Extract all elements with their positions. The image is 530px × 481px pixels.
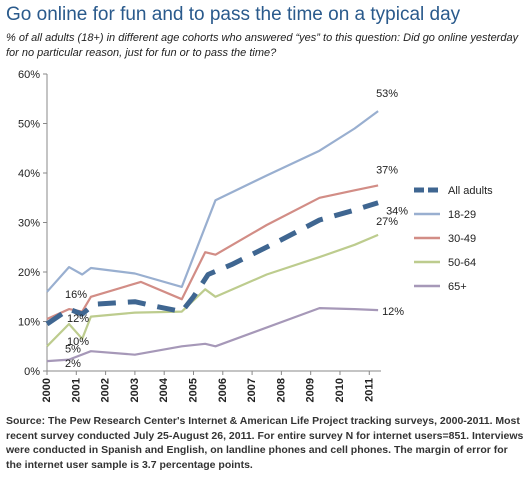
start-value-label: 2% [65, 358, 81, 370]
chart-title: Go online for fun and to pass the time o… [6, 4, 461, 25]
x-tick-label: 2004 [158, 377, 170, 402]
x-tick-label: 2006 [217, 378, 229, 402]
start-value-label: 12% [67, 313, 89, 325]
x-tick-label: 2005 [187, 378, 199, 402]
source-note: Source: The Pew Research Center's Intern… [6, 415, 524, 471]
end-value-label: 37% [376, 164, 398, 176]
end-value-label: 27% [376, 216, 398, 228]
y-tick-label: 50% [18, 119, 40, 131]
start-value-label: 16% [65, 289, 87, 301]
end-value-label: 34% [386, 206, 408, 218]
x-tick-label: 2002 [100, 378, 112, 402]
series-lines [45, 110, 379, 363]
x-tick-label: 2000 [41, 378, 53, 402]
legend-label: 30-49 [448, 233, 476, 245]
x-tick-label: 2009 [305, 378, 317, 402]
start-value-label: 5% [65, 343, 81, 355]
x-tick-label: 2010 [334, 378, 346, 402]
series-line-all-adults [45, 200, 379, 327]
legend-label: 50-64 [448, 257, 476, 269]
series-line-50-64 [46, 233, 379, 348]
legend: All adults 18-29 30-49 50-64 65+ [414, 185, 493, 293]
series-line-65- [46, 307, 379, 363]
y-tick-label: 10% [18, 317, 40, 329]
end-value-label: 12% [382, 306, 404, 318]
y-tick-label: 0% [24, 366, 40, 378]
x-tick-label: 2003 [129, 378, 141, 402]
end-value-label: 53% [376, 88, 398, 100]
x-tick-label: 2011 [363, 378, 375, 402]
series-line-18-29 [46, 110, 379, 293]
legend-label: All adults [448, 185, 493, 197]
x-tick-label: 2007 [246, 378, 258, 402]
start-value-label: 10% [67, 336, 89, 348]
legend-label: 65+ [448, 281, 467, 293]
y-tick-label: 20% [18, 267, 40, 279]
axes: 0% 10% 20% 30% 40% 50% 60% 2000 2001 2002 2003 2004… [18, 69, 381, 402]
legend-label: 18-29 [448, 209, 476, 221]
y-tick-label: 60% [18, 69, 40, 81]
y-tick-label: 30% [18, 218, 40, 230]
x-tick-label: 2001 [70, 378, 82, 402]
chart-subtitle: % of all adults (18+) in different age c… [6, 32, 519, 59]
data-labels: 34% 53% 37% 27% 12% 10% 16% 12% 5% 2% [65, 88, 408, 370]
y-tick-label: 40% [18, 168, 40, 180]
x-tick-label: 2008 [275, 378, 287, 402]
